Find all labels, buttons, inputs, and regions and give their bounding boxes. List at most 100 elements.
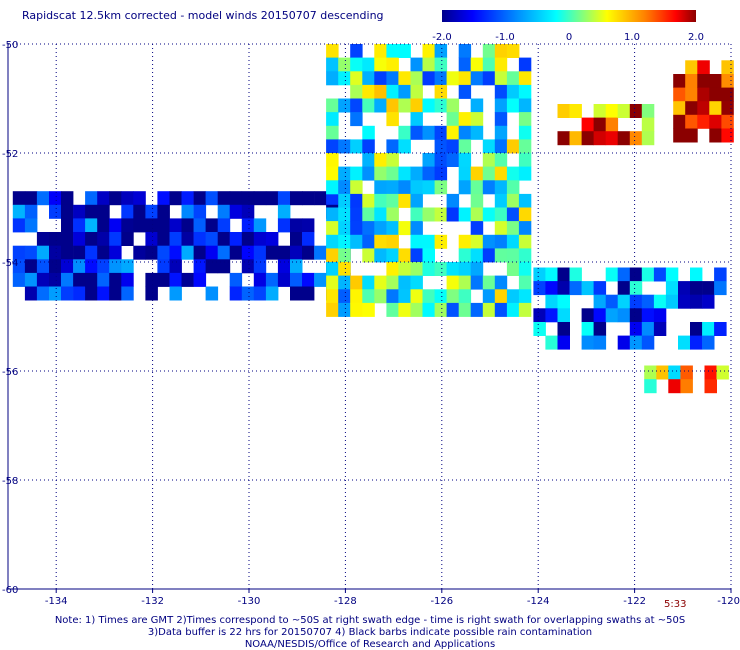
data-cell [302, 191, 315, 206]
data-cell [109, 272, 122, 287]
data-cell [205, 218, 219, 233]
data-cell [446, 71, 460, 86]
data-cell [641, 335, 655, 350]
data-cell [709, 74, 722, 88]
data-cell [518, 57, 532, 72]
data-cell [494, 98, 508, 113]
data-cell [434, 71, 448, 86]
data-cell [422, 44, 435, 58]
data-cell [673, 114, 686, 129]
data-cell [73, 218, 86, 233]
data-cell [518, 153, 532, 167]
data-cell [434, 180, 448, 195]
data-cell [434, 125, 448, 140]
data-cell [593, 281, 607, 296]
data-cell [326, 112, 339, 127]
data-cell [85, 245, 98, 260]
data-cell [386, 153, 399, 167]
data-cell [629, 335, 643, 350]
data-cell [704, 379, 717, 394]
data-cell [109, 218, 122, 233]
data-cell [709, 128, 722, 143]
data-cell [121, 286, 134, 301]
data-cell [545, 267, 558, 282]
data-cell [12, 218, 26, 233]
data-cell [506, 207, 520, 222]
data-cell [422, 234, 435, 249]
data-cell [494, 139, 508, 154]
data-cell [362, 221, 375, 236]
data-cell [494, 302, 508, 317]
data-cell [277, 259, 291, 274]
data-cell [581, 322, 594, 336]
data-cell [398, 248, 411, 263]
data-cell [205, 259, 219, 274]
data-cell [458, 153, 472, 167]
data-cell [386, 262, 399, 276]
data-cell [605, 308, 619, 323]
data-cell [350, 139, 363, 154]
data-cell [362, 125, 375, 140]
data-cell [61, 245, 74, 260]
data-cell [482, 44, 496, 58]
data-cell [157, 232, 170, 246]
data-cell [617, 104, 631, 118]
data-cell [157, 259, 170, 274]
data-cell [36, 272, 50, 287]
data-cell [193, 191, 207, 206]
data-cell [518, 84, 532, 99]
data-cell [362, 84, 375, 99]
data-cell [350, 289, 363, 304]
data-cell [386, 139, 399, 154]
data-cell [470, 302, 484, 317]
data-cell [362, 153, 375, 167]
data-cell [709, 114, 722, 129]
data-cell [422, 302, 435, 317]
data-cell [656, 365, 669, 380]
data-cell [518, 262, 532, 276]
data-cell [350, 44, 363, 58]
data-cell [12, 191, 26, 206]
data-cell [458, 302, 472, 317]
data-cell [702, 294, 715, 309]
data-cell [410, 275, 423, 290]
data-cell [121, 204, 134, 219]
data-cell [290, 191, 303, 206]
y-tick-label: -56 [2, 367, 18, 378]
data-cell [668, 379, 681, 394]
data-cell [446, 193, 460, 208]
data-cell [482, 153, 496, 167]
data-cell [470, 125, 484, 140]
data-cell [374, 153, 387, 167]
y-tick-label: -54 [2, 258, 18, 269]
data-cell [398, 289, 411, 304]
data-cell [157, 245, 170, 260]
data-cell [326, 191, 339, 206]
data-cell [241, 232, 255, 246]
data-cell [133, 191, 146, 206]
data-cell [678, 281, 691, 296]
data-cell [338, 98, 351, 113]
data-cell [181, 191, 194, 206]
data-cell [434, 262, 448, 276]
data-cell [434, 166, 448, 181]
data-cell [709, 101, 722, 116]
data-cell [73, 245, 86, 260]
data-cell [494, 166, 508, 181]
data-cell [482, 166, 496, 181]
data-cell [714, 322, 727, 336]
data-cell [482, 180, 496, 195]
data-cell [593, 335, 607, 350]
data-cell [434, 207, 448, 222]
data-cell [690, 294, 703, 309]
swath-time-label: 5:33 [664, 599, 687, 610]
data-cell [410, 125, 423, 140]
data-cell [617, 281, 631, 296]
x-tick-label: -124 [527, 596, 550, 607]
data-cell [338, 248, 351, 263]
data-cell [410, 234, 423, 249]
data-cell [145, 245, 158, 260]
data-cell [668, 365, 681, 380]
data-cell [721, 101, 734, 116]
data-cell [434, 57, 448, 72]
